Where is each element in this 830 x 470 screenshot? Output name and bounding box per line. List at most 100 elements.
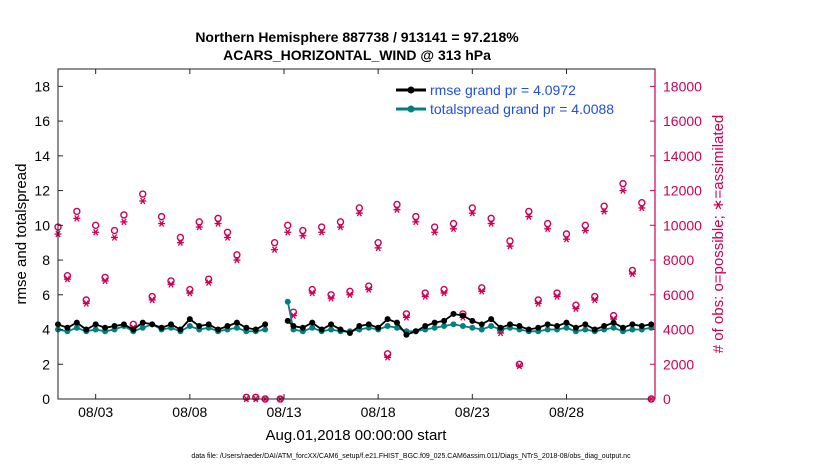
y-left-tick-label: 16 <box>34 113 50 129</box>
y-right-tick-label: 10000 <box>663 217 702 233</box>
obs-possible-point <box>543 219 552 228</box>
spread-point <box>563 324 570 331</box>
rmse-point <box>337 326 344 333</box>
data-file-footnote: data file: /Users/raeder/DAI/ATM_forcXX/… <box>191 453 631 460</box>
obs-assimilated-stroke <box>102 277 108 285</box>
obs-assimilated-stroke <box>601 208 607 215</box>
y-left-tick-label: 4 <box>42 322 50 338</box>
obs-assimilated-point <box>525 213 533 220</box>
obs-assimilated-point <box>600 208 608 215</box>
obs-assimilated-point <box>412 218 420 226</box>
obs-assimilated-point <box>421 293 429 300</box>
obs-assimilated-stroke <box>177 239 184 247</box>
obs-assimilated-stroke <box>328 294 334 302</box>
obs-assimilated-stroke <box>450 225 457 233</box>
obs-assimilated-stroke <box>545 225 551 233</box>
obs-assimilated-stroke <box>526 213 532 220</box>
spread-point <box>186 323 193 330</box>
obs-assimilated-stroke <box>187 289 193 297</box>
obs-assimilated-stroke <box>347 291 353 299</box>
obs-assimilated-stroke <box>224 234 231 241</box>
rmse-point <box>92 321 99 328</box>
spread-point <box>610 324 617 331</box>
spread-point <box>92 326 99 333</box>
obs-assimilated-point <box>308 289 316 297</box>
obs-assimilated-point <box>487 220 495 227</box>
x-axis-label: Aug.01,2018 00:00:00 start <box>266 427 448 444</box>
obs-assimilated-point <box>365 286 373 293</box>
obs-assimilated-stroke <box>403 314 410 321</box>
rmse-point <box>497 324 504 331</box>
rmse-point <box>591 326 598 333</box>
rmse-point <box>450 310 457 317</box>
x-axis: 08/03 08/08 08/13 08/18 08/23 08/28 <box>78 69 584 420</box>
rmse-point <box>83 326 90 333</box>
y-right-tick-label: 2000 <box>663 356 694 372</box>
spread-point <box>431 324 438 331</box>
obs-assimilated-point <box>628 270 636 278</box>
obs-assimilated-stroke <box>215 220 221 227</box>
obs-assimilated-point <box>544 225 552 233</box>
obs-assimilated-point <box>506 242 514 250</box>
spread-point <box>544 326 551 333</box>
y-left-tick-label: 6 <box>42 287 50 303</box>
obs-assimilated-point <box>92 228 100 236</box>
rmse-point <box>516 323 523 330</box>
obs-assimilated-stroke <box>300 232 306 240</box>
obs-possible-point <box>468 204 477 212</box>
obs-assimilated-stroke <box>93 228 99 236</box>
obs-assimilated-point <box>572 305 580 313</box>
spread-point <box>469 324 476 331</box>
x-tick-label: 08/03 <box>78 404 113 420</box>
rmse-point <box>290 323 297 330</box>
spread-point <box>139 324 146 331</box>
obs-possible-point <box>515 360 524 368</box>
obs-possible-point <box>223 228 232 236</box>
obs-assimilated-stroke <box>479 287 485 295</box>
y-axis-right-label: # of obs: o=possible; ∗=assimilated <box>710 115 727 354</box>
obs-possible-point <box>252 393 260 401</box>
rmse-point <box>629 321 636 328</box>
spread-point <box>582 326 589 333</box>
obs-assimilated-stroke <box>441 289 447 297</box>
rmse-point <box>284 317 291 324</box>
rmse-point <box>167 321 174 328</box>
obs-assimilated-point <box>195 223 203 231</box>
obs-assimilated-layer <box>54 187 655 403</box>
spread-point <box>284 298 291 305</box>
obs-possible-point <box>449 219 458 228</box>
obs-assimilated-stroke <box>121 218 127 226</box>
obs-assimilated-stroke <box>413 218 419 226</box>
y-right-tick-label: 0 <box>663 391 671 407</box>
legend: rmse grand pr = 4.0972 totalspread grand… <box>392 79 649 121</box>
obs-assimilated-stroke <box>271 246 278 253</box>
rmse-point <box>149 321 156 328</box>
obs-assimilated-stroke <box>469 209 475 217</box>
obs-assimilated-point <box>355 209 363 217</box>
obs-assimilated-stroke <box>196 223 202 231</box>
rmse-line <box>287 312 652 336</box>
obs-assimilated-point <box>318 228 326 236</box>
obs-possible-point <box>139 190 147 198</box>
obs-assimilated-point <box>158 220 166 227</box>
obs-possible-point <box>176 233 185 242</box>
rmse-point <box>102 324 109 331</box>
obs-possible-point <box>214 214 222 223</box>
obs-possible-point <box>233 251 241 259</box>
obs-possible-point <box>412 212 420 221</box>
rmse-point <box>459 312 466 319</box>
y-right-tick-label: 14000 <box>663 148 702 164</box>
x-tick-label: 08/08 <box>172 404 207 420</box>
obs-possible-point <box>355 204 364 212</box>
rmse-point <box>328 321 335 328</box>
rmse-point <box>393 319 400 326</box>
rmse-point <box>638 323 645 330</box>
y-left-tick-label: 10 <box>34 217 50 233</box>
chart-title-line2: ACARS_HORIZONTAL_WIND @ 313 hPa <box>223 47 491 63</box>
obs-possible-point <box>299 226 307 235</box>
y-left-tick-label: 2 <box>42 356 50 372</box>
rmse-point <box>478 321 485 328</box>
obs-assimilated-stroke <box>535 300 541 307</box>
obs-assimilated-stroke <box>168 281 174 288</box>
